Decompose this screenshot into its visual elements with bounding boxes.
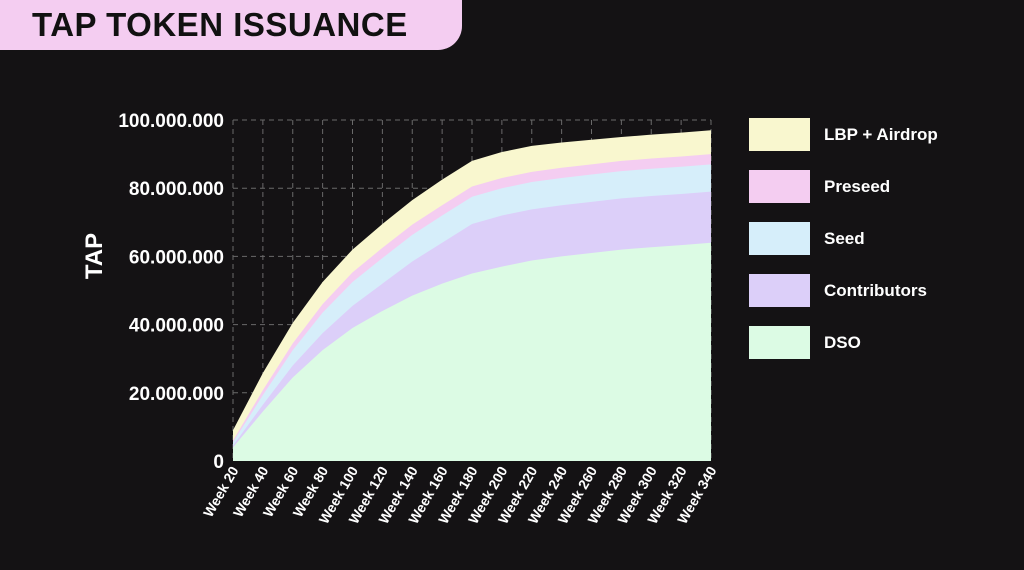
chart-title: TAP TOKEN ISSUANCE: [32, 6, 408, 43]
y-tick-label: 80.000.000: [129, 179, 224, 200]
y-tick-label: 40.000.000: [129, 316, 224, 337]
legend-swatch: [749, 274, 810, 307]
legend-label: Preseed: [824, 177, 891, 196]
legend-swatch: [749, 222, 810, 255]
legend-label: Seed: [824, 229, 865, 248]
legend-label: Contributors: [824, 281, 927, 300]
y-tick-label: 20.000.000: [129, 384, 224, 405]
legend-label: DSO: [824, 333, 861, 352]
legend-swatch: [749, 170, 810, 203]
y-axis-label: TAP: [81, 233, 108, 279]
legend-swatch: [749, 118, 810, 151]
y-tick-label: 100.000.000: [118, 111, 224, 132]
area-dso: [233, 242, 711, 461]
y-tick-label: 60.000.000: [129, 247, 224, 268]
legend-label: LBP + Airdrop: [824, 125, 938, 144]
title-banner: TAP TOKEN ISSUANCE: [0, 0, 462, 50]
legend-swatch: [749, 326, 810, 359]
y-tick-label: 0: [213, 452, 224, 473]
